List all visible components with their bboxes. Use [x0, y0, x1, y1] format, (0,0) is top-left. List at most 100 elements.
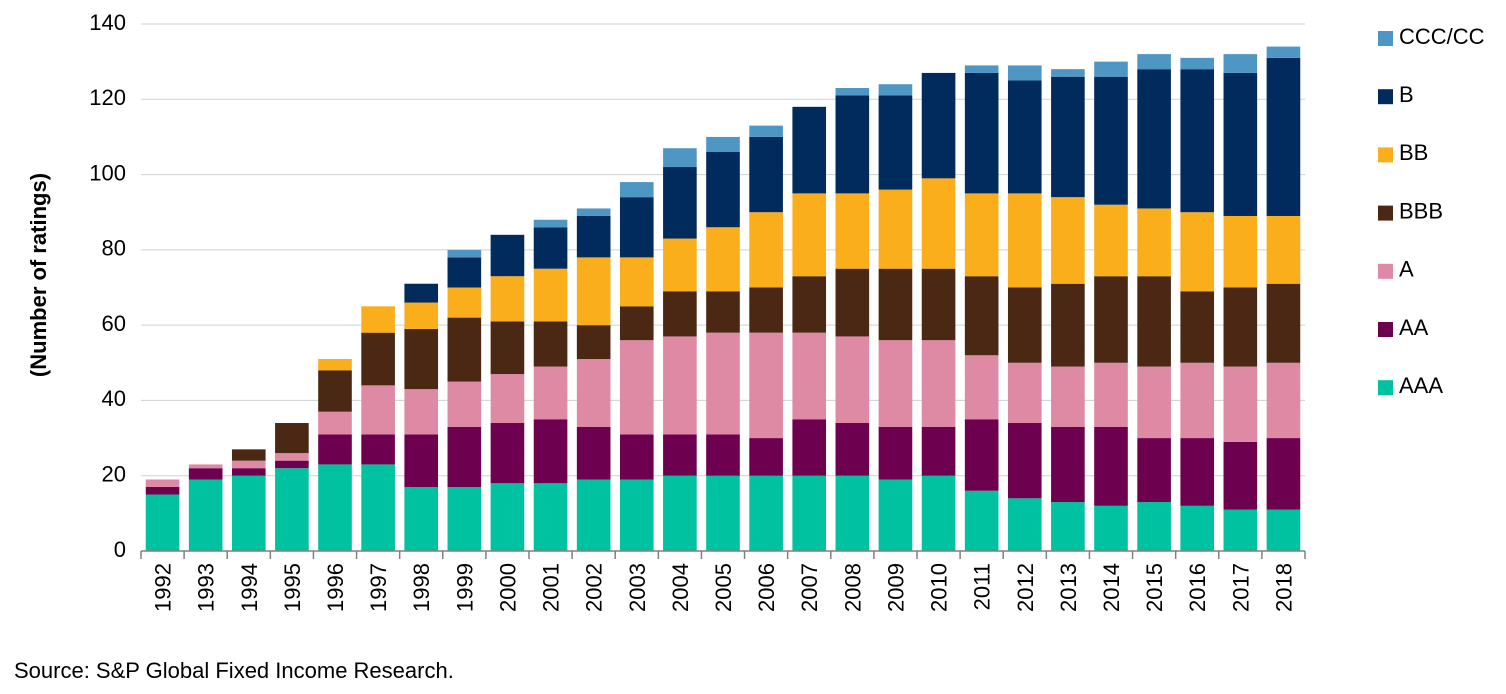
bar-segment-b-2007 [792, 106, 827, 194]
legend-label-a: A [1399, 257, 1414, 282]
bar-segment-b-2009 [878, 95, 913, 190]
x-tick-label: 2009 [883, 563, 908, 612]
bar-segment-aa-1995 [275, 460, 309, 469]
bar-segment-a-2006 [749, 332, 783, 439]
bar-segment-a-2014 [1094, 362, 1128, 427]
x-tick-label: 1993 [194, 563, 219, 612]
bar-segment-aa-2010 [921, 426, 956, 476]
bar-segment-bb-2016 [1180, 212, 1215, 292]
bar-segment-aaa-2001 [533, 483, 568, 551]
bar-segment-bbb-2005 [706, 291, 740, 333]
y-axis-title: (Number of ratings) [26, 173, 51, 377]
x-tick-label: 2001 [539, 563, 564, 612]
bar-segment-a-2016 [1180, 362, 1215, 439]
bar-segment-aaa-2017 [1223, 509, 1258, 551]
bar-segment-bbb-2016 [1180, 291, 1215, 363]
x-tick-labels: 1992 1993 1994 1995 1996 1997 1998 1999 2000 2001… [151, 563, 1297, 612]
bar-segment-ccc-cc-2017 [1223, 54, 1258, 73]
bar-segment-aa-1999 [447, 426, 482, 488]
bar-segment-ccc-cc-2009 [878, 84, 913, 96]
y-tick-label: 20 [102, 462, 126, 487]
bar-segment-aa-2003 [619, 434, 654, 480]
bar-segment-bb-1997 [361, 306, 395, 333]
bar-segment-aa-1994 [231, 468, 266, 476]
bar-segment-b-2011 [964, 72, 999, 194]
bar-segment-aa-2004 [663, 434, 697, 476]
bar-segment-aa-2005 [706, 434, 740, 476]
bar-segment-bbb-2007 [792, 276, 827, 333]
x-tick-label: 2014 [1099, 563, 1124, 612]
bar-segment-b-2006 [749, 136, 783, 213]
bar-segment-bbb-1997 [361, 332, 395, 386]
bar-segment-aaa-1995 [275, 468, 309, 551]
bar-segment-bbb-2008 [835, 268, 870, 337]
bar-segment-ccc-cc-2014 [1094, 61, 1128, 77]
bar-segment-aaa-1996 [318, 464, 352, 551]
bar-segment-ccc-cc-1999 [447, 249, 482, 258]
bar-segment-aaa-1992 [145, 494, 180, 551]
bar-segment-a-2012 [1007, 362, 1042, 424]
bar-segment-b-2015 [1137, 69, 1171, 209]
bar-segment-a-2002 [576, 359, 611, 427]
source-note: Source: S&P Global Fixed Income Research… [14, 658, 454, 683]
bar-segment-aaa-1994 [231, 475, 266, 551]
legend-label-bbb: BBB [1399, 198, 1443, 223]
bar-segment-bb-2002 [576, 257, 611, 326]
x-tick-label: 2013 [1056, 563, 1081, 612]
bar-segment-b-2003 [619, 197, 654, 258]
bar-segment-bb-2013 [1051, 197, 1085, 284]
y-tick-label: 0 [114, 537, 126, 562]
bar-segment-aaa-2018 [1266, 509, 1301, 551]
bar-segment-b-2013 [1051, 76, 1085, 198]
bar-segment-bb-2005 [706, 227, 740, 292]
bar-segment-bb-2014 [1094, 204, 1128, 277]
bar-segment-aa-1998 [404, 434, 439, 488]
bar-segment-aa-2015 [1137, 438, 1171, 503]
x-tick-label: 2005 [711, 563, 736, 612]
bar-segment-a-1992 [145, 479, 180, 488]
bar-segment-a-2003 [619, 340, 654, 435]
bar-segment-bb-1998 [404, 302, 439, 329]
bar-segment-a-2011 [964, 355, 999, 420]
bar-segment-a-2009 [878, 340, 913, 427]
bar-segment-aa-2016 [1180, 438, 1215, 506]
bar-segment-bb-2015 [1137, 208, 1171, 277]
x-tick-label: 2011 [970, 563, 995, 610]
x-tick-label: 2018 [1271, 563, 1296, 612]
bar-segment-b-2000 [490, 234, 525, 277]
bar-segment-aa-1992 [145, 487, 180, 495]
bar-segment-aa-2011 [964, 419, 999, 491]
bar-segment-bb-2017 [1223, 215, 1258, 288]
bar-segment-aa-2013 [1051, 426, 1085, 503]
bar-segment-aaa-2002 [576, 479, 611, 551]
bar-segment-b-2005 [706, 151, 740, 228]
bar-segment-ccc-cc-2003 [619, 182, 654, 198]
bar-segment-b-2001 [533, 227, 568, 269]
legend-swatch-bb [1378, 147, 1393, 163]
bar-segment-a-2001 [533, 366, 568, 420]
bar-segment-aaa-2009 [878, 479, 913, 551]
x-tick-label: 1998 [409, 563, 434, 612]
bar-segment-bbb-2006 [749, 287, 783, 333]
bar-segment-ccc-cc-2018 [1266, 46, 1301, 58]
x-tick-label: 2015 [1142, 563, 1167, 612]
bar-segment-bb-2004 [663, 238, 697, 292]
x-tick-label: 1994 [237, 563, 262, 612]
legend-swatch-a [1378, 263, 1393, 279]
bar-segment-aaa-2005 [706, 475, 740, 551]
bar-segment-b-2008 [835, 95, 870, 194]
bar-segment-aa-2012 [1007, 423, 1042, 499]
bar-segment-aaa-2010 [921, 475, 956, 551]
bar-segment-bb-2012 [1007, 193, 1042, 288]
bar-segment-aaa-1998 [404, 487, 439, 551]
bar-segment-bbb-1996 [318, 370, 352, 412]
bar-segment-ccc-cc-2011 [964, 65, 999, 73]
bar-segment-aaa-2007 [792, 475, 827, 551]
legend-label-ccc-cc: CCC/CC [1399, 24, 1485, 49]
bar-segment-a-2005 [706, 332, 740, 435]
legend-label-aaa: AAA [1399, 373, 1443, 398]
bar-segment-aa-2000 [490, 423, 525, 484]
bar-segment-aa-2002 [576, 426, 611, 480]
